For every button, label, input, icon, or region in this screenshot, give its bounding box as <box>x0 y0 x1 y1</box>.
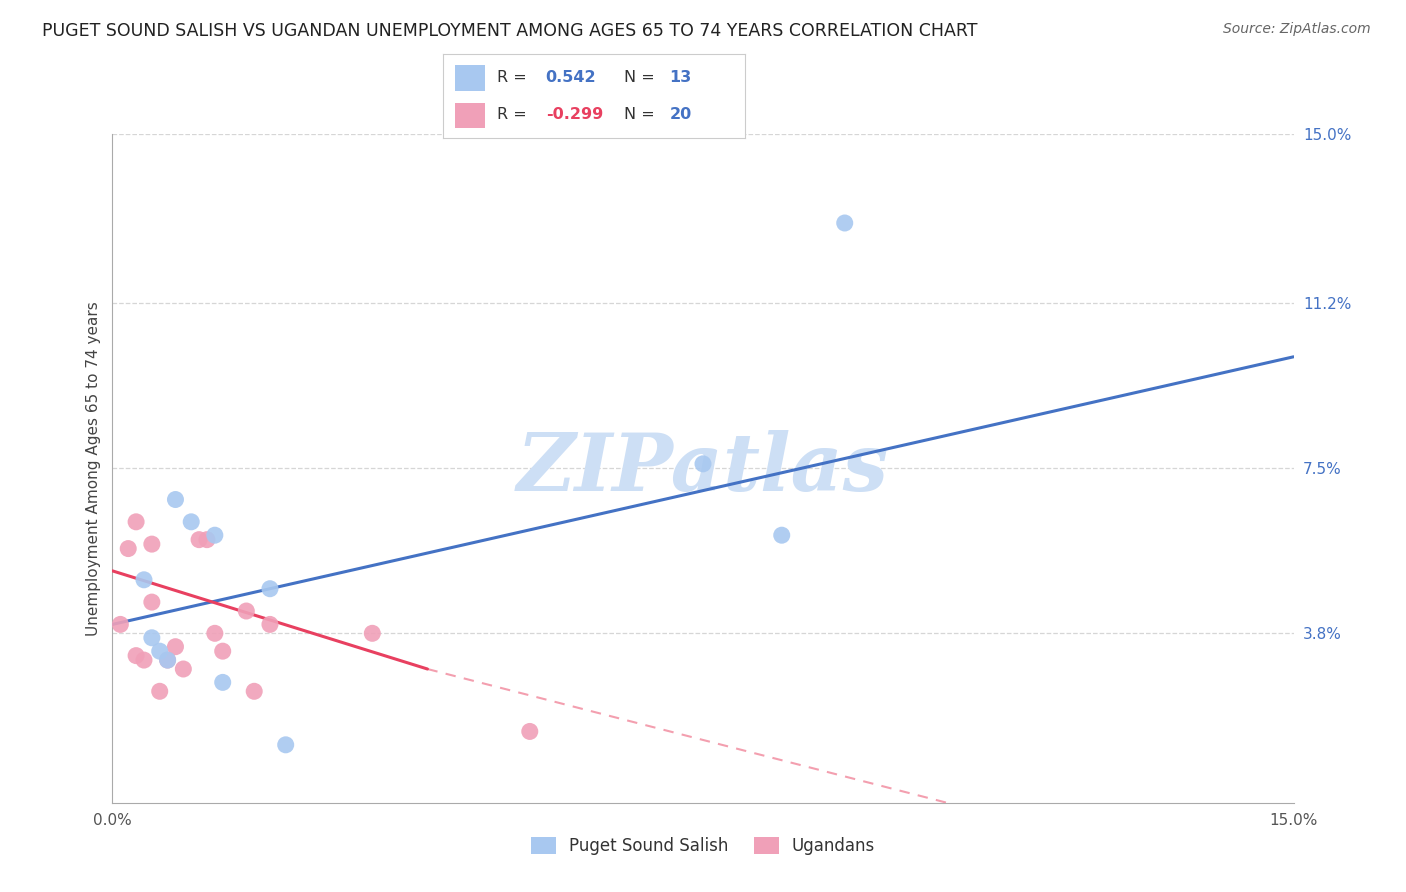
Point <box>141 631 163 645</box>
Point <box>211 675 233 690</box>
Text: R =: R = <box>498 70 527 85</box>
Point <box>361 626 384 640</box>
Point <box>172 662 194 676</box>
Point <box>274 738 297 752</box>
Point <box>519 724 541 739</box>
Legend: Puget Sound Salish, Ugandans: Puget Sound Salish, Ugandans <box>524 830 882 862</box>
Text: Source: ZipAtlas.com: Source: ZipAtlas.com <box>1223 22 1371 37</box>
Point <box>195 533 218 547</box>
Y-axis label: Unemployment Among Ages 65 to 74 years: Unemployment Among Ages 65 to 74 years <box>86 301 101 636</box>
Text: 13: 13 <box>669 70 692 85</box>
Point <box>770 528 793 542</box>
Text: PUGET SOUND SALISH VS UGANDAN UNEMPLOYMENT AMONG AGES 65 TO 74 YEARS CORRELATION: PUGET SOUND SALISH VS UGANDAN UNEMPLOYME… <box>42 22 977 40</box>
Text: N =: N = <box>624 107 655 122</box>
Point <box>235 604 257 618</box>
Text: 20: 20 <box>669 107 692 122</box>
Point <box>180 515 202 529</box>
Point <box>156 653 179 667</box>
Text: R =: R = <box>498 107 527 122</box>
Point <box>165 640 187 654</box>
Point <box>243 684 266 698</box>
Point <box>204 626 226 640</box>
Text: N =: N = <box>624 70 655 85</box>
Point <box>165 492 187 507</box>
Point <box>110 617 132 632</box>
Point <box>259 582 281 596</box>
FancyBboxPatch shape <box>456 65 485 91</box>
Text: -0.299: -0.299 <box>546 107 603 122</box>
Point <box>692 457 714 471</box>
Point <box>125 515 148 529</box>
Point <box>117 541 139 556</box>
Point <box>132 573 155 587</box>
Point <box>259 617 281 632</box>
Point <box>156 653 179 667</box>
Point <box>132 653 155 667</box>
Point <box>141 537 163 551</box>
Point <box>125 648 148 663</box>
Point <box>834 216 856 230</box>
Point <box>141 595 163 609</box>
Point <box>204 528 226 542</box>
Point <box>188 533 211 547</box>
Point <box>211 644 233 658</box>
Point <box>149 684 172 698</box>
FancyBboxPatch shape <box>456 103 485 128</box>
Text: ZIPatlas: ZIPatlas <box>517 430 889 507</box>
Point <box>149 644 172 658</box>
Text: 0.542: 0.542 <box>546 70 596 85</box>
